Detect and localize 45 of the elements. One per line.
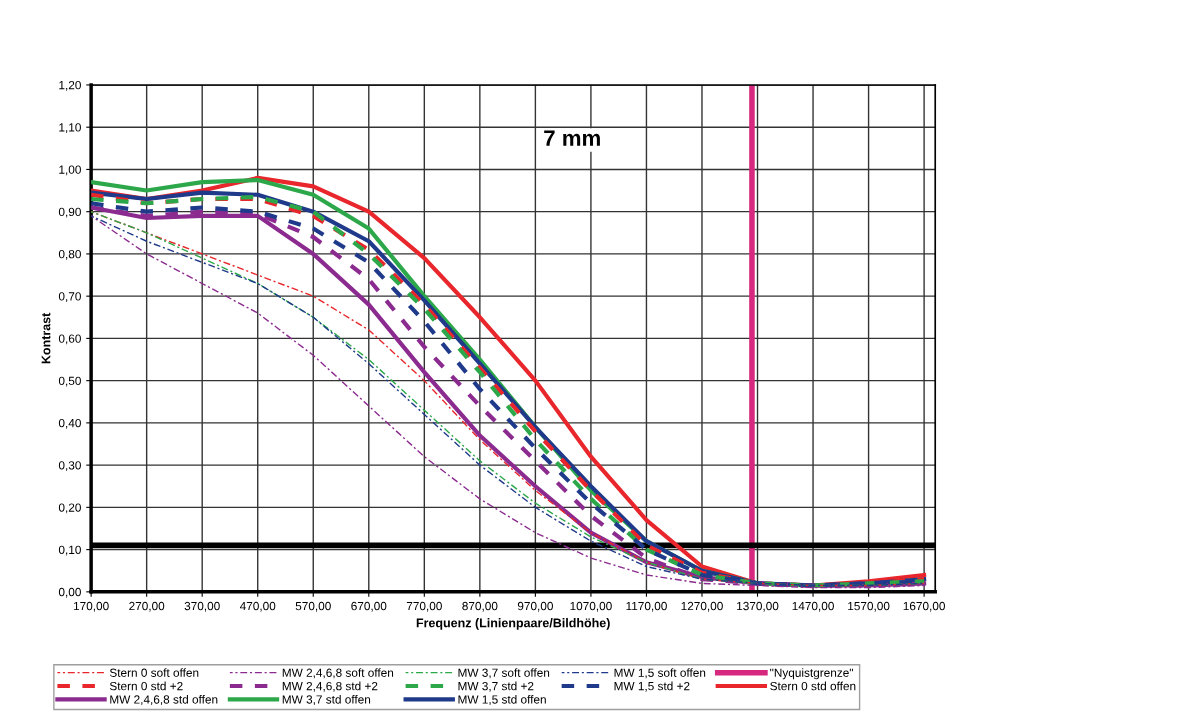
x-axis-title: Frequenz (Linienpaare/Bildhöhe) bbox=[416, 618, 610, 630]
legend-label: "Nyquistgrenze" bbox=[770, 668, 853, 680]
legend-label: Stern 0 soft offen bbox=[109, 668, 199, 677]
y-tick-label: 0,00 bbox=[58, 587, 81, 598]
y-tick-label: 1,10 bbox=[59, 123, 81, 133]
y-tick-label: 0,60 bbox=[58, 334, 81, 345]
x-tick-label: 270,00 bbox=[129, 601, 165, 612]
x-tick-label: 570,00 bbox=[295, 601, 331, 612]
x-tick-label: 1670,00 bbox=[903, 601, 945, 612]
legend-label: MW 2,4,6,8 std +2 bbox=[282, 681, 378, 692]
x-tick-label: 770,00 bbox=[406, 601, 442, 612]
legend-label: MW 3,7 std +2 bbox=[458, 681, 534, 692]
y-axis-title: Kontrast bbox=[41, 312, 51, 364]
legend-label: MW 2,4,6,8 soft offen bbox=[282, 668, 394, 679]
x-tick-label: 370,00 bbox=[184, 601, 220, 612]
legend-label: MW 3,7 std offen bbox=[282, 694, 371, 706]
y-tick-label: 1,20 bbox=[59, 80, 81, 91]
x-tick-label: 170,00 bbox=[73, 601, 109, 612]
y-tick-label: 1,00 bbox=[59, 165, 81, 176]
legend-label: MW 1,5 std +2 bbox=[614, 681, 690, 692]
legend-label: MW 1,5 soft offen bbox=[614, 668, 706, 679]
x-tick-label: 1470,00 bbox=[792, 601, 834, 612]
y-tick-label: 0,50 bbox=[58, 376, 81, 387]
legend-label: MW 2,4,6,8 std offen bbox=[110, 694, 218, 706]
x-tick-label: 1570,00 bbox=[848, 601, 890, 612]
y-tick-label: 0,20 bbox=[58, 503, 81, 514]
x-tick-label: 1370,00 bbox=[737, 601, 779, 612]
x-tick-label: 470,00 bbox=[239, 601, 276, 612]
x-tick-label: 970,00 bbox=[517, 601, 553, 612]
y-tick-label: 0,90 bbox=[58, 207, 81, 218]
x-tick-label: 1070,00 bbox=[570, 601, 612, 612]
x-tick-label: 1170,00 bbox=[626, 601, 667, 612]
x-tick-label: 1270,00 bbox=[681, 601, 723, 612]
legend-label: Stern 0 std +2 bbox=[109, 681, 183, 691]
y-tick-label: 0,70 bbox=[58, 292, 81, 302]
y-tick-label: 0,80 bbox=[58, 249, 81, 260]
y-tick-label: 0,10 bbox=[58, 545, 81, 556]
x-tick-label: 670,00 bbox=[351, 601, 387, 612]
legend-label: Stern 0 std offen bbox=[770, 681, 856, 691]
y-tick-label: 0,30 bbox=[58, 461, 81, 471]
legend-label: MW 1,5 std offen bbox=[458, 694, 546, 706]
x-tick-label: 870,00 bbox=[462, 601, 498, 612]
annotation: 7 mm bbox=[544, 130, 600, 146]
y-tick-label: 0,40 bbox=[58, 418, 81, 429]
legend-label: MW 3,7 soft offen bbox=[458, 668, 550, 679]
